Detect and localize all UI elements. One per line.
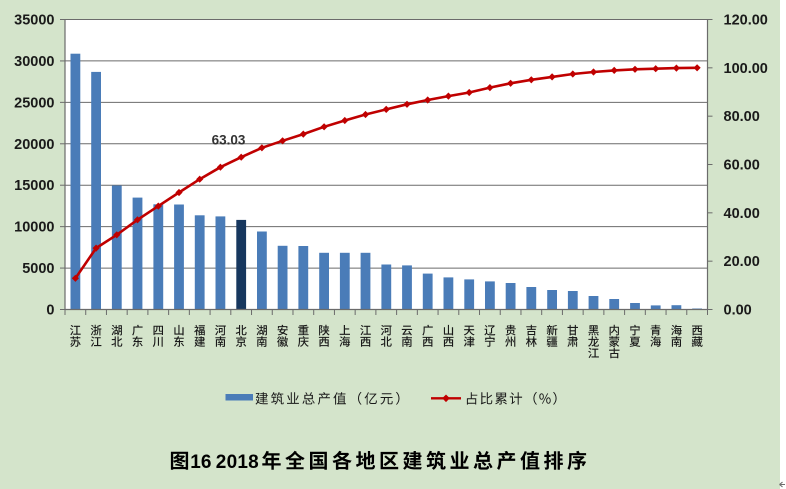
svg-text:15000: 15000	[14, 178, 54, 194]
svg-text:100.00: 100.00	[724, 61, 768, 77]
svg-text:120.00: 120.00	[724, 13, 768, 29]
svg-text:80.00: 80.00	[724, 109, 760, 125]
svg-text:40.00: 40.00	[724, 206, 760, 222]
svg-text:30000: 30000	[14, 54, 54, 70]
svg-text:35000: 35000	[14, 13, 54, 29]
svg-text:10000: 10000	[14, 220, 54, 236]
svg-text:25000: 25000	[14, 95, 54, 111]
svg-text:0: 0	[46, 303, 54, 319]
svg-text:5000: 5000	[22, 261, 54, 277]
svg-text:63.03: 63.03	[212, 133, 246, 148]
svg-text:20.00: 20.00	[724, 254, 760, 270]
svg-text:20000: 20000	[14, 137, 54, 153]
svg-text:2018: 2018	[216, 452, 259, 473]
svg-text:16: 16	[190, 452, 211, 473]
svg-text:0.00: 0.00	[724, 303, 752, 319]
svg-text:60.00: 60.00	[724, 158, 760, 174]
